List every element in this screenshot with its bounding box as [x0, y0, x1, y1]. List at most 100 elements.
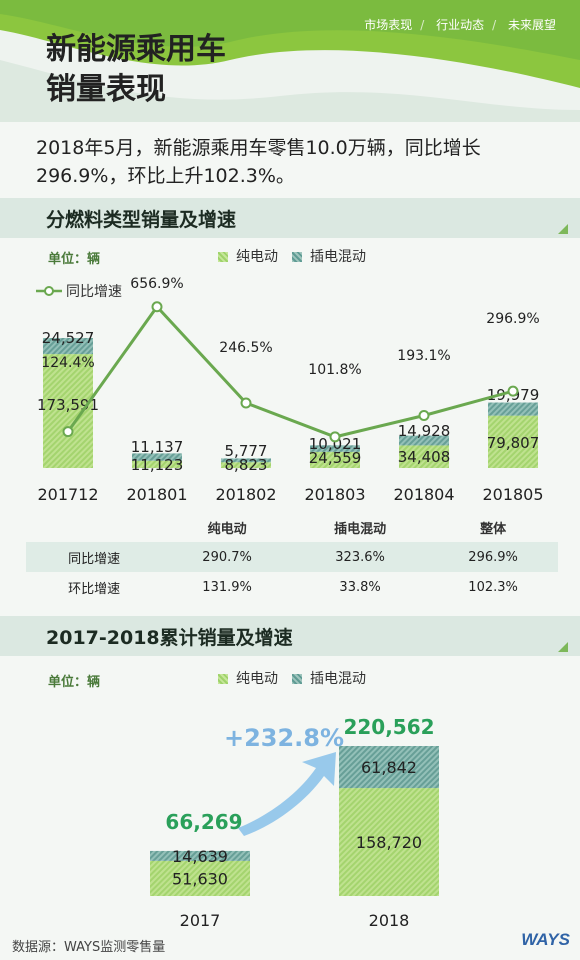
bar-ev	[339, 788, 439, 896]
legend-phev-swatch	[292, 252, 302, 262]
data-label-phev: 61,842	[361, 758, 417, 777]
x-tick-label: 201802	[215, 485, 276, 504]
table-row: 同比增速 290.7% 323.6% 296.9%	[26, 542, 558, 572]
data-label-ev: 51,630	[172, 869, 228, 888]
growth-table-header-ev: 纯电动	[207, 521, 247, 537]
legend-ev-label: 纯电动	[236, 249, 278, 265]
data-label-phev: 24,527	[42, 329, 95, 347]
bar-ev	[221, 462, 271, 468]
growth-label: 124.4%	[41, 355, 94, 371]
growth-row-ev: 290.7%	[162, 542, 292, 572]
growth-point	[240, 397, 252, 409]
bar-ev	[132, 460, 182, 468]
legend-growth-label: 同比增速	[66, 284, 122, 300]
data-label-ev: 34,408	[398, 448, 451, 466]
growth-label: 296.9%	[486, 311, 539, 327]
data-label-ev: 8,823	[225, 456, 268, 474]
growth-row-ev: 131.9%	[162, 572, 292, 602]
source-note: 数据源：WAYS监测零售量	[12, 940, 166, 955]
data-label-ev: 79,807	[487, 434, 540, 452]
growth-point	[62, 426, 74, 438]
growth-row-total: 102.3%	[428, 572, 558, 602]
bar-phev	[310, 445, 360, 452]
ways-logo: WAYS	[521, 930, 570, 949]
data-label-ev: 24,559	[309, 449, 362, 467]
header: 市场表现 / 行业动态 / 未来展望 新能源乘用车 销量表现	[0, 0, 580, 122]
data-label-phev: 11,137	[131, 438, 184, 456]
growth-arrow-icon	[238, 752, 336, 836]
banner-corner-icon	[558, 642, 568, 652]
growth-point	[329, 431, 341, 443]
legend2-phev: 插电混动	[292, 668, 366, 688]
growth-table-header-total: 整体	[480, 521, 507, 537]
data-label-phev: 14,639	[172, 847, 228, 866]
growth-label: 246.5%	[219, 340, 272, 356]
x-tick-label: 201801	[126, 485, 187, 504]
bar-ev	[310, 451, 360, 468]
section1-title: 分燃料类型销量及增速	[46, 209, 237, 231]
growth-label: +232.8%	[224, 724, 344, 752]
legend2-phev-label: 插电混动	[310, 671, 366, 687]
page-title: 新能源乘用车 销量表现	[46, 30, 226, 110]
growth-row-label: 同比增速	[26, 542, 163, 572]
data-label-ev: 158,720	[356, 833, 422, 852]
summary-text: 2018年5月，新能源乘用车零售10.0万辆，同比增长296.9%，环比上升10…	[36, 137, 481, 187]
bar-ev	[150, 860, 250, 896]
nav-item-outlook[interactable]: 未来展望	[507, 18, 556, 32]
growth-row-phev: 323.6%	[291, 542, 429, 572]
growth-label: 656.9%	[130, 276, 183, 292]
x-tick-label: 201803	[304, 485, 365, 504]
legend2-ev-swatch	[218, 674, 228, 684]
growth-table-header: 纯电动 插电混动 整体	[26, 512, 558, 542]
bar-phev	[339, 746, 439, 789]
growth-table-header-phev: 插电混动	[334, 521, 387, 537]
bar-phev	[488, 402, 538, 416]
total-label: 220,562	[343, 715, 434, 739]
legend-ev: 纯电动	[218, 246, 278, 266]
banner-corner-icon	[558, 224, 568, 234]
x-tick-label: 201805	[482, 485, 543, 504]
top-nav: 市场表现 / 行业动态 / 未来展望	[364, 18, 556, 32]
growth-label: 193.1%	[397, 348, 450, 364]
monthly-sales-chart: 201712 201801 201802 201803 201804 201805173,…	[37, 276, 544, 504]
growth-label: 101.8%	[308, 362, 361, 378]
legend2-ev: 纯电动	[218, 668, 278, 688]
growth-row-total: 296.9%	[428, 542, 558, 572]
legend-ev-swatch	[218, 252, 228, 262]
x-tick-label: 201712	[37, 485, 98, 504]
legend2-phev-swatch	[292, 674, 302, 684]
growth-point	[507, 385, 519, 397]
section2-title: 2017-2018累计销量及增速	[46, 627, 293, 649]
growth-line	[66, 304, 514, 439]
data-label-phev: 14,928	[398, 422, 451, 440]
bar-ev	[399, 445, 449, 468]
legend-phev-label: 插电混动	[310, 249, 366, 265]
growth-table-header-empty	[26, 512, 162, 542]
data-label-ev: 11,123	[131, 456, 184, 474]
bar-ev	[43, 354, 93, 468]
legend-growth-line-icon	[36, 286, 62, 296]
section1-banner: 分燃料类型销量及增速	[0, 198, 580, 238]
bar-phev	[43, 338, 93, 355]
annual-sales-chart: +232.8% 2017 51,630 14,639 66,269 2018 158,720…	[150, 715, 439, 930]
nav-item-market[interactable]: 市场表现	[364, 18, 413, 32]
data-label-phev: 5,777	[225, 442, 268, 460]
growth-row-phev: 33.8%	[291, 572, 429, 602]
bar-phev	[399, 435, 449, 446]
page-title-line1: 新能源乘用车	[46, 32, 226, 67]
page-title-line2: 销量表现	[46, 72, 166, 107]
growth-table: 纯电动 插电混动 整体 同比增速 290.7% 323.6% 296.9% 环比…	[26, 512, 558, 602]
growth-row-label: 环比增速	[26, 572, 163, 602]
section2-banner: 2017-2018累计销量及增速	[0, 616, 580, 656]
legend2-ev-label: 纯电动	[236, 671, 278, 687]
header-background	[0, 0, 580, 122]
section1-unit: 单位：辆	[48, 252, 101, 267]
nav-item-industry[interactable]: 行业动态	[436, 18, 485, 32]
bar-phev	[150, 850, 250, 861]
legend-phev: 插电混动	[292, 246, 366, 266]
section2-unit: 单位：辆	[48, 675, 101, 690]
bar-phev	[132, 453, 182, 461]
x-tick-label: 2018	[369, 911, 410, 930]
growth-point	[151, 301, 163, 313]
table-row: 环比增速 131.9% 33.8% 102.3%	[26, 572, 558, 602]
